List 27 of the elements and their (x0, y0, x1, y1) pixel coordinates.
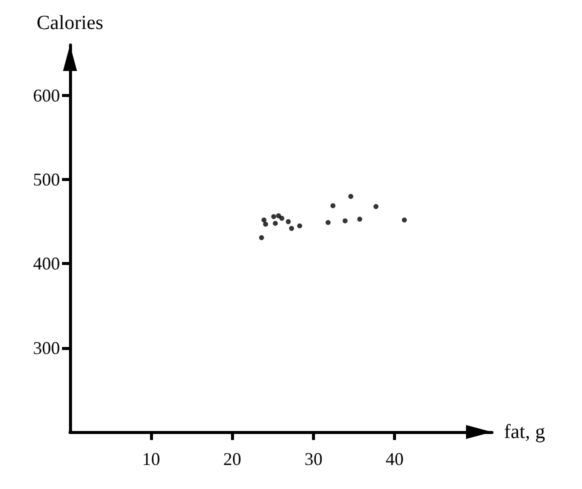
point (297, 223, 302, 228)
x-tick-label: 40 (386, 449, 404, 469)
point (326, 220, 331, 226)
y-axis-title: Calories (36, 12, 104, 34)
x-tick-label: 30 (304, 449, 322, 469)
point (373, 204, 378, 210)
x-tick-label: 10 (142, 449, 160, 469)
y-tick-label: 500 (33, 170, 60, 190)
y-tick-label: 300 (33, 338, 60, 358)
point (289, 226, 294, 231)
x-axis-title: fat, g (504, 421, 546, 443)
point (279, 216, 284, 221)
point (276, 213, 282, 218)
point (286, 219, 291, 224)
point (348, 194, 354, 199)
point (263, 222, 268, 227)
point (261, 217, 266, 222)
x-tick-label: 20 (223, 449, 242, 469)
y-tick-label: 400 (33, 254, 60, 274)
point (357, 216, 362, 222)
point (272, 220, 278, 226)
point (402, 217, 407, 222)
point (342, 218, 348, 224)
y-tick-label: 600 (33, 85, 60, 106)
point (259, 235, 264, 240)
point (271, 214, 276, 220)
point (330, 203, 336, 208)
